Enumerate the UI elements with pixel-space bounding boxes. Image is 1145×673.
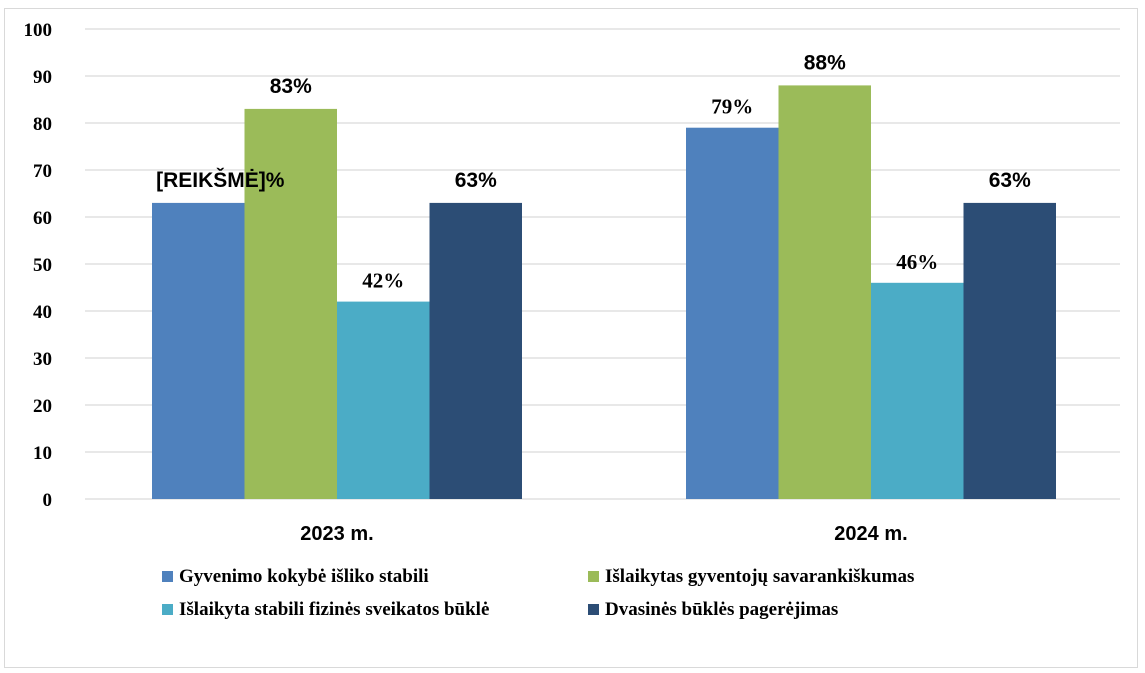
data-label: 63% [989,169,1031,192]
y-tick-label: 70 [33,161,52,182]
bar [871,282,964,499]
y-tick-label: 20 [33,396,52,417]
y-tick-label: 60 [33,208,52,229]
y-tick-label: 40 [33,302,52,323]
legend-swatch [162,571,173,582]
data-label: 79% [711,95,753,119]
bar [244,108,337,500]
data-label: 46% [896,250,938,274]
y-tick-label: 10 [33,443,52,464]
legend-swatch [162,604,173,615]
x-category-label: 2024 m. [834,523,907,545]
y-tick-label: 30 [33,349,52,370]
bar [778,85,871,500]
legend-label: Išlaikyta stabili fizinės sveikatos būkl… [179,599,489,620]
legend-label: Dvasinės būklės pagerėjimas [605,599,838,620]
data-label: 88% [804,51,846,74]
bar [429,202,522,499]
data-label: 42% [362,269,404,293]
bar [963,202,1056,499]
bar [152,202,245,499]
y-tick-label: 80 [33,114,52,135]
y-tick-label: 50 [33,255,52,276]
legend-swatch [588,604,599,615]
bar [686,127,779,499]
legend-swatch [588,571,599,582]
legend-label: Išlaikytas gyventojų savarankiškumas [605,566,914,587]
data-label: 83% [270,75,312,98]
data-label: [REIKŠMĖ]% [156,168,285,192]
x-category-label: 2023 m. [300,523,373,545]
bar [337,301,430,499]
legend-label: Gyvenimo kokybė išliko stabili [179,566,429,587]
y-tick-label: 90 [33,67,52,88]
y-tick-label: 0 [43,490,53,511]
data-label: 63% [455,169,497,192]
y-tick-label: 100 [24,20,53,41]
